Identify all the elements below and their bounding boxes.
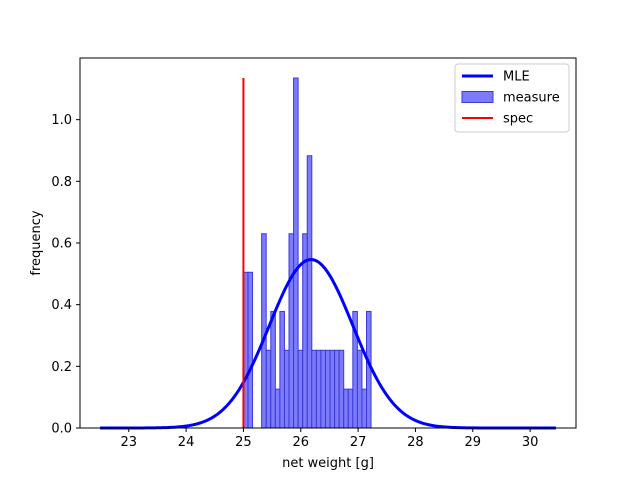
y-axis-label: frequency (29, 210, 44, 276)
x-tick-label: 28 (407, 435, 424, 450)
histogram-bar (320, 349, 326, 429)
legend: MLE measure spec (454, 63, 570, 133)
x-tick-label: 23 (120, 435, 137, 450)
histogram-bar (306, 155, 313, 429)
legend-label: spec (503, 112, 533, 127)
x-axis-ticks: 23 24 25 26 27 28 29 30 (120, 428, 538, 450)
histogram-bar (279, 310, 285, 429)
x-tick-label: 24 (178, 435, 195, 450)
histogram-bar (356, 349, 363, 429)
legend-box (454, 63, 570, 133)
x-tick-label: 25 (235, 435, 252, 450)
x-axis-label: net weight [g] (282, 456, 374, 471)
histogram-bar (293, 77, 299, 429)
histogram-bar (270, 310, 276, 429)
legend-label: MLE (503, 70, 530, 85)
histogram-bar (297, 349, 304, 429)
y-axis-ticks: 0.0 0.2 0.4 0.6 0.8 1.0 (51, 113, 80, 437)
y-tick-label: 0.2 (51, 360, 72, 375)
x-tick-label: 29 (465, 435, 482, 450)
histogram-bar (265, 349, 272, 429)
histogram-bar (288, 233, 295, 429)
y-tick-label: 0.0 (51, 422, 72, 437)
histogram-bar (334, 349, 340, 429)
x-tick-label: 30 (522, 435, 539, 450)
histogram-bar (324, 349, 331, 429)
histogram-bar (343, 388, 349, 429)
histogram-bar (347, 388, 354, 429)
legend-swatch (461, 91, 494, 103)
histogram-bar (338, 349, 345, 429)
histogram-bar (329, 349, 336, 429)
histogram-bar (315, 349, 322, 429)
histogram-bar (247, 271, 254, 429)
histogram-bar (311, 349, 317, 429)
histogram-bar (283, 349, 290, 429)
y-tick-label: 0.8 (51, 175, 72, 190)
x-tick-label: 26 (292, 435, 309, 450)
y-tick-label: 1.0 (51, 113, 72, 128)
histogram-bars (242, 77, 372, 429)
y-tick-label: 0.4 (51, 298, 72, 313)
histogram-bar (274, 388, 281, 429)
y-tick-label: 0.6 (51, 237, 72, 252)
histogram-bar (361, 388, 368, 429)
legend-label: measure (503, 91, 560, 106)
histogram-bar (366, 310, 372, 429)
x-tick-label: 27 (350, 435, 367, 450)
